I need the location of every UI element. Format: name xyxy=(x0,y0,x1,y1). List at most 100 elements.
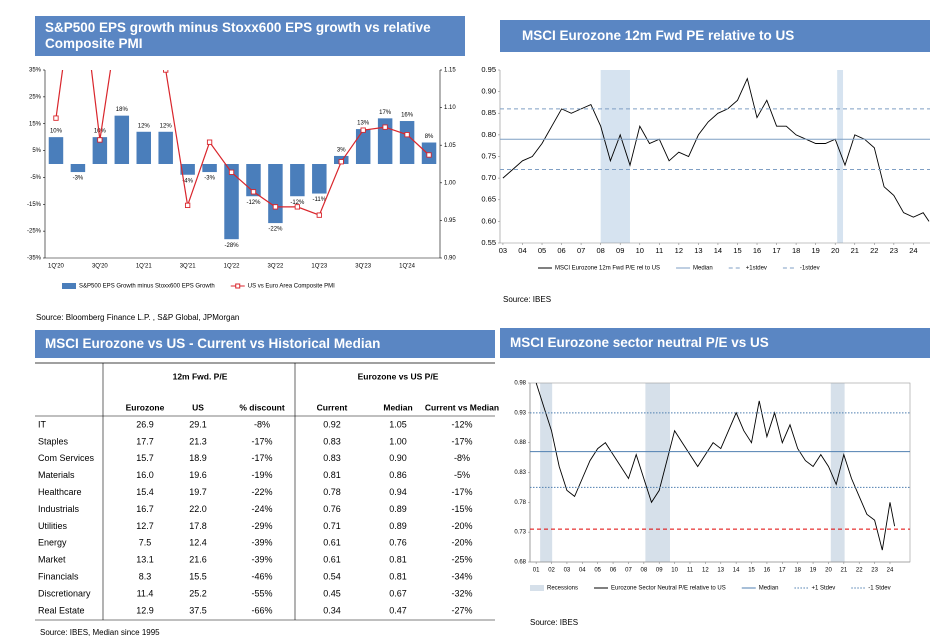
y-tick-label: -15% xyxy=(27,202,42,208)
x-tick-label: 1Q'22 xyxy=(224,264,240,270)
row-label: Staples xyxy=(38,436,69,446)
bar xyxy=(48,137,64,164)
x-tick-label: 18 xyxy=(794,568,801,574)
y-tick-label: 0.83 xyxy=(514,470,526,476)
y-tick-label: 0.85 xyxy=(481,108,496,117)
table-cell: -19% xyxy=(251,470,272,480)
table-cell: 8.3 xyxy=(139,571,152,581)
bar xyxy=(92,137,108,164)
x-tick-label: 17 xyxy=(772,246,780,255)
column-header: Current vs Median xyxy=(425,402,499,412)
legend-label: Median xyxy=(693,266,713,272)
data-label: 16% xyxy=(401,113,414,119)
legend-label: MSCI Eurozone 12m Fwd P/E rel to US xyxy=(555,266,660,272)
line xyxy=(535,382,896,551)
table-cell: -34% xyxy=(451,571,472,581)
table-cell: 15.4 xyxy=(136,487,154,497)
y-tick-label: -25% xyxy=(27,229,42,235)
plot-frame xyxy=(529,382,911,563)
legend-label: Recessions xyxy=(547,586,578,592)
row-label: Market xyxy=(38,555,66,565)
table-cell: 0.34 xyxy=(323,605,341,615)
row-label: Com Services xyxy=(38,453,95,463)
line-marker xyxy=(272,204,279,210)
data-label: -11% xyxy=(313,197,327,203)
x-tick-label: 13 xyxy=(694,246,702,255)
bar xyxy=(180,164,195,175)
table-cell: 0.92 xyxy=(323,419,341,429)
x-tick-label: 19 xyxy=(810,568,817,574)
table-cell: 13.1 xyxy=(136,555,154,565)
x-tick-label: 01 xyxy=(533,568,540,574)
x-tick-label: 12 xyxy=(675,246,683,255)
source: Source: IBES xyxy=(530,618,579,627)
row-label: Real Estate xyxy=(38,605,85,615)
bar xyxy=(70,164,86,173)
x-tick-label: 19 xyxy=(811,246,819,255)
table-cell: 7.5 xyxy=(139,538,152,548)
x-tick-label: 05 xyxy=(538,246,546,255)
table-cell: 0.83 xyxy=(323,436,341,446)
line-marker xyxy=(338,159,344,165)
data-label: -22% xyxy=(268,227,283,233)
x-tick-label: 3Q'21 xyxy=(180,264,196,270)
table-cell: 0.81 xyxy=(323,470,341,480)
bar xyxy=(290,164,305,197)
legend-label: +1stdev xyxy=(746,266,767,272)
shade xyxy=(600,70,630,243)
data-label: 12% xyxy=(138,123,151,129)
y-tick-label: 15% xyxy=(29,121,42,127)
table-cell: -17% xyxy=(251,453,272,463)
legend-label: -1 Stdev xyxy=(868,586,890,592)
y-tick-label: 0.80 xyxy=(481,130,496,139)
bar xyxy=(377,118,393,164)
table-cell: 0.61 xyxy=(323,538,341,548)
x-tick-label: 15 xyxy=(733,246,741,255)
x-tick-label: 14 xyxy=(733,568,740,574)
row-label: Financials xyxy=(38,571,79,581)
table-cell: 0.71 xyxy=(323,521,341,531)
shade xyxy=(830,383,845,562)
source: Source: IBES xyxy=(503,295,552,304)
x-tick-label: 22 xyxy=(856,568,863,574)
row-label: IT xyxy=(38,419,47,429)
x-tick-label: 11 xyxy=(687,568,694,574)
line-marker xyxy=(294,204,301,210)
source: Source: IBES, Median since 1995 xyxy=(40,628,160,637)
y-tick-label: 0.75 xyxy=(481,151,496,160)
bar xyxy=(312,164,327,194)
x-tick-label: 09 xyxy=(616,246,624,255)
data-label: -12% xyxy=(290,200,305,206)
y-tick-label: 0.95 xyxy=(481,65,496,74)
data-label: 10% xyxy=(50,129,63,135)
table-cell: 0.89 xyxy=(389,504,407,514)
line-marker xyxy=(53,115,59,121)
bar xyxy=(355,129,371,164)
y2-tick-label: 1.00 xyxy=(444,180,456,186)
x-tick-label: 1Q'24 xyxy=(399,264,415,270)
x-tick-label: 02 xyxy=(548,568,555,574)
y2-tick-label: 1.15 xyxy=(444,68,456,74)
table-cell: -17% xyxy=(451,487,472,497)
table-cell: 0.94 xyxy=(389,487,407,497)
line-marker xyxy=(228,169,235,175)
table-cell: -8% xyxy=(254,419,270,429)
x-tick-label: 07 xyxy=(625,568,632,574)
line xyxy=(55,70,430,216)
bar xyxy=(158,131,173,164)
x-tick-label: 06 xyxy=(610,568,617,574)
y-tick-label: 0.68 xyxy=(514,560,526,566)
y-tick-label: 0.88 xyxy=(514,440,526,446)
table-cell: 11.4 xyxy=(137,588,154,598)
x-tick-label: 23 xyxy=(871,568,878,574)
x-tick-label: 17 xyxy=(779,568,786,574)
y-tick-label: 25% xyxy=(29,94,42,100)
legend-swatch xyxy=(530,585,544,591)
table-cell: 22.0 xyxy=(189,504,207,514)
x-tick-label: 22 xyxy=(870,246,878,255)
table-cell: 0.61 xyxy=(323,555,341,565)
legend-label: Eurozone Sector Neutral P/E relative to … xyxy=(611,586,726,592)
table-cell: 0.89 xyxy=(389,521,407,531)
y-tick-label: 0.93 xyxy=(514,410,526,416)
bar xyxy=(202,164,217,173)
